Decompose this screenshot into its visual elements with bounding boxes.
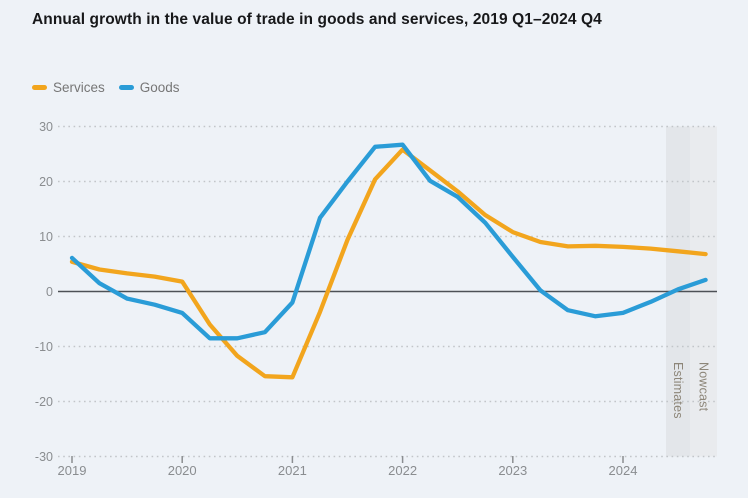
y-axis-label: -30 <box>34 449 53 464</box>
x-axis-label: 2021 <box>277 463 307 478</box>
x-axis-label: 2024 <box>608 463 638 478</box>
chart-legend: Services Goods <box>32 80 180 95</box>
legend-label-services: Services <box>53 80 105 95</box>
x-axis-label: 2023 <box>498 463 528 478</box>
band-label-estimates: Estimates <box>671 362 685 419</box>
x-axis-label: 2020 <box>167 463 197 478</box>
y-axis-label: 30 <box>39 119 53 134</box>
y-axis-label: 0 <box>46 284 53 299</box>
chart-title: Annual growth in the value of trade in g… <box>32 11 602 28</box>
services-line-swatch-icon <box>32 85 47 90</box>
band-label-nowcast: Nowcast <box>696 362 711 412</box>
series-line-goods <box>69 142 708 341</box>
x-axis-label: 2019 <box>57 463 87 478</box>
y-axis-label: -10 <box>34 339 53 354</box>
x-axis-label: 2022 <box>388 463 418 478</box>
y-axis-label: -20 <box>34 394 53 409</box>
legend-item-goods: Goods <box>118 80 180 95</box>
legend-label-goods: Goods <box>139 80 180 95</box>
y-axis-label: 10 <box>39 229 53 244</box>
goods-line-swatch-icon <box>118 85 134 90</box>
y-axis-label: 20 <box>39 174 53 189</box>
legend-item-services: Services <box>32 80 105 95</box>
series-line-services <box>69 147 708 380</box>
